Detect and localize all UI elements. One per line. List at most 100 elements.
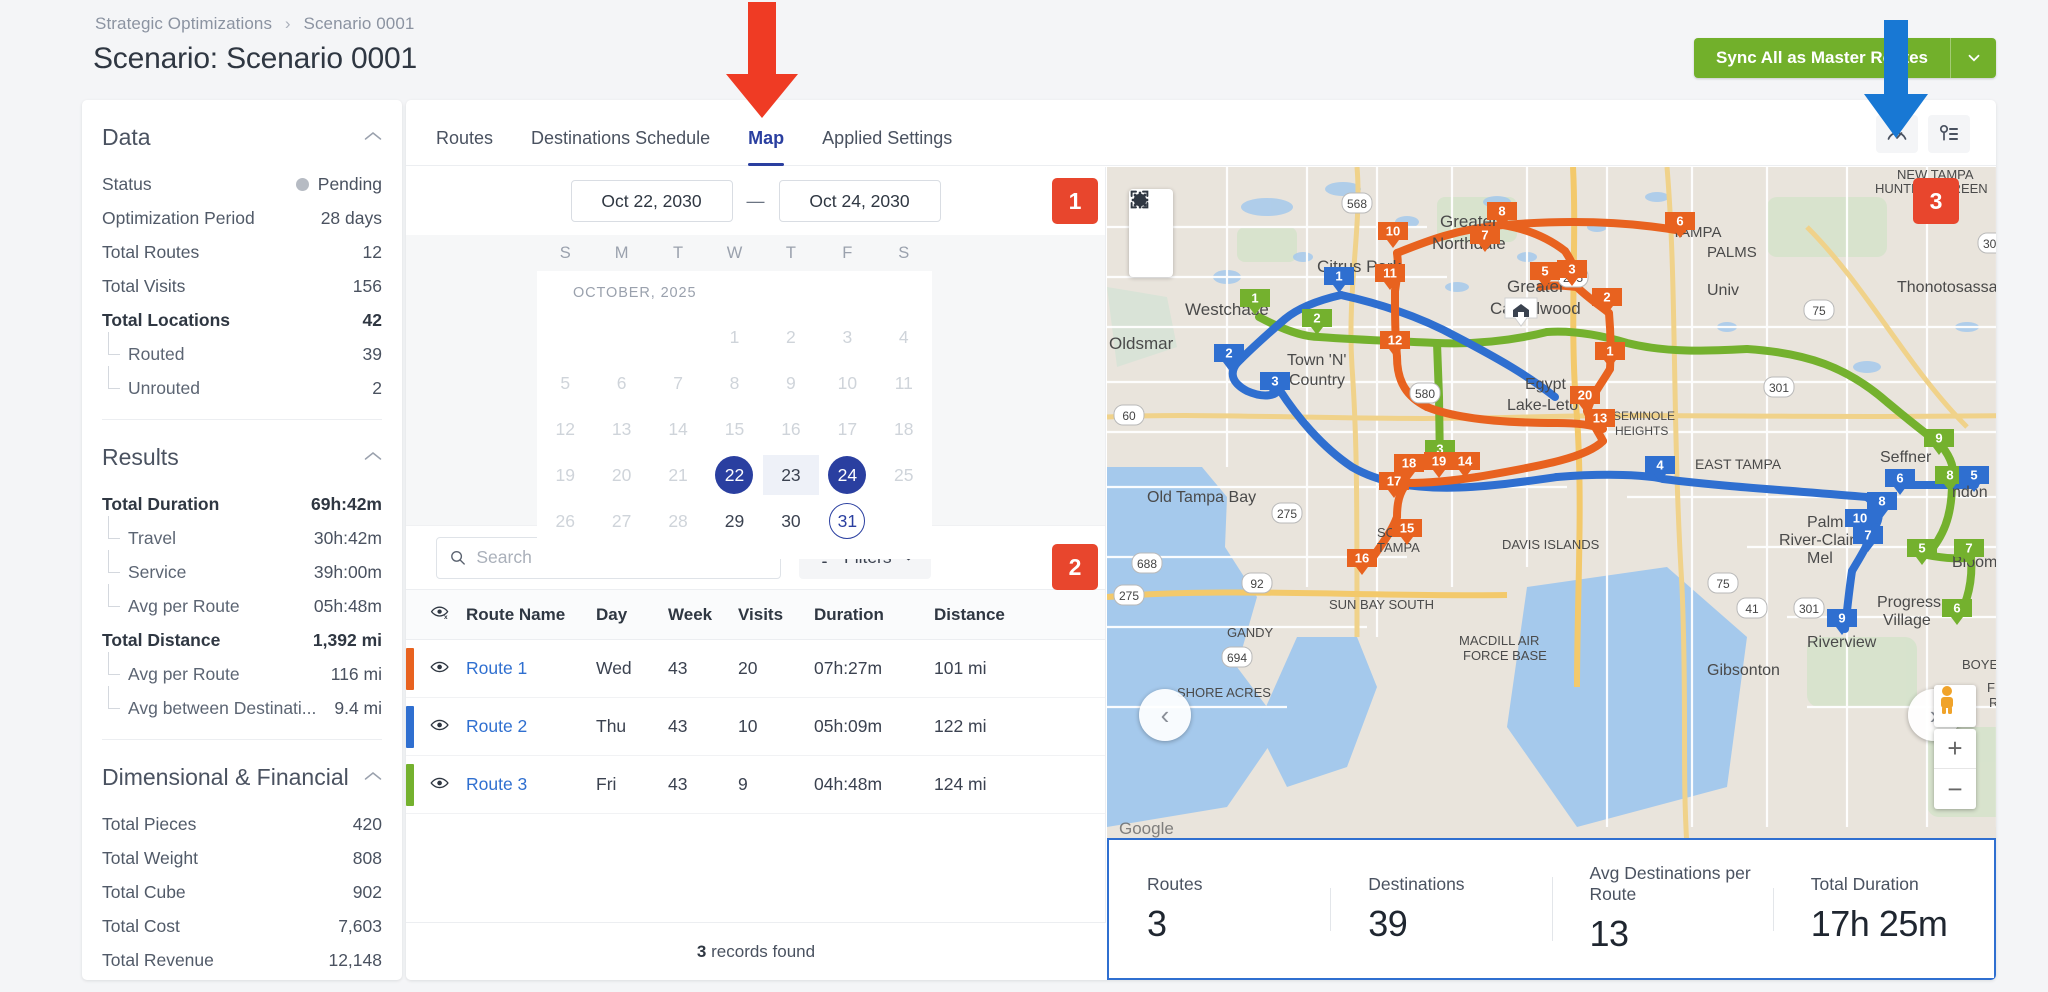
fullscreen-icon[interactable] — [1129, 189, 1173, 233]
calendar-day[interactable]: 30 — [763, 501, 819, 541]
calendar-day[interactable]: 19 — [537, 455, 593, 495]
gear-icon[interactable] — [1129, 191, 1173, 277]
col-route-name[interactable]: Route Name — [466, 589, 596, 640]
breadcrumb-current[interactable]: Scenario 0001 — [303, 14, 415, 33]
calendar-day[interactable]: 5 — [537, 363, 593, 403]
map-stop-marker[interactable]: 6 — [1663, 210, 1697, 240]
calendar-day[interactable]: 29 — [706, 501, 762, 541]
calendar-day[interactable]: 26 — [537, 501, 593, 541]
end-date-input[interactable]: Oct 24, 2030 — [778, 180, 941, 222]
chevron-up-icon[interactable] — [364, 450, 382, 465]
map-stop-marker[interactable]: 7 — [1952, 537, 1986, 567]
street-view-pegman-icon[interactable] — [1934, 685, 1976, 727]
tab-applied-settings[interactable]: Applied Settings — [822, 128, 953, 148]
route-name-cell[interactable]: Route 1 — [466, 639, 596, 698]
dimensional-financial-panel-header[interactable]: Dimensional & Financial — [102, 740, 382, 807]
map-stop-marker[interactable]: 19 — [1422, 450, 1456, 480]
route-visibility-toggle[interactable] — [414, 697, 466, 756]
map-prev-button[interactable]: ‹ — [1139, 689, 1191, 741]
map-stop-marker[interactable]: 1 — [1322, 265, 1356, 295]
map-stop-marker[interactable]: 5 — [1905, 537, 1939, 567]
calendar-day[interactable]: 17 — [819, 409, 875, 449]
route-name-link[interactable]: Route 3 — [466, 774, 528, 794]
map-stop-marker[interactable]: 4 — [1643, 454, 1677, 484]
results-panel-header[interactable]: Results — [102, 420, 382, 487]
sync-dropdown-toggle[interactable] — [1950, 38, 1996, 78]
chevron-up-icon[interactable] — [364, 130, 382, 145]
col-day[interactable]: Day — [596, 589, 668, 640]
map-stop-marker[interactable]: 5 — [1957, 464, 1991, 494]
map-stop-marker[interactable]: 10 — [1376, 220, 1410, 250]
map-stop-marker[interactable]: 10 — [1843, 507, 1877, 537]
calendar-day[interactable]: 7 — [650, 363, 706, 403]
table-row[interactable]: Route 2 Thu 43 10 05h:09m 122 mi — [406, 697, 1105, 756]
tab-map[interactable]: Map — [748, 128, 785, 166]
breadcrumb-root[interactable]: Strategic Optimizations — [95, 14, 273, 33]
map-stop-marker[interactable]: 9 — [1825, 607, 1859, 637]
chevron-up-icon[interactable] — [364, 770, 382, 785]
calendar-day[interactable]: 9 — [763, 363, 819, 403]
map-stop-marker[interactable]: 7 — [1851, 524, 1885, 554]
col-distance[interactable]: Distance — [934, 589, 1105, 640]
route-visibility-toggle[interactable] — [414, 639, 466, 698]
calendar-day[interactable]: 11 — [876, 363, 932, 403]
calendar-day[interactable]: 25 — [876, 455, 932, 495]
calendar-day[interactable]: 15 — [706, 409, 762, 449]
map-canvas[interactable]: Citrus ParkGreaterNorthdaleGreaterCarrol… — [1107, 167, 1996, 847]
calendar-day[interactable]: 3 — [819, 317, 875, 357]
start-date-input[interactable]: Oct 22, 2030 — [570, 180, 733, 222]
route-name-cell[interactable]: Route 2 — [466, 697, 596, 756]
calendar-day[interactable]: 18 — [876, 409, 932, 449]
map-stop-marker[interactable]: 17 — [1377, 470, 1411, 500]
col-week[interactable]: Week — [668, 589, 738, 640]
route-visibility-toggle[interactable] — [414, 755, 466, 814]
col-duration[interactable]: Duration — [814, 589, 934, 640]
calendar-day[interactable]: 24 — [819, 455, 875, 495]
calendar-day[interactable]: 20 — [593, 455, 649, 495]
map-stop-marker[interactable]: 9 — [1922, 427, 1956, 457]
map-stop-marker[interactable]: 8 — [1485, 200, 1519, 230]
map-stop-marker[interactable]: 2 — [1212, 342, 1246, 372]
zoom-out-icon[interactable]: − — [1947, 773, 1963, 804]
map-stop-marker[interactable]: 6 — [1883, 467, 1917, 497]
calendar-day[interactable]: 21 — [650, 455, 706, 495]
calendar-day[interactable]: 27 — [593, 501, 649, 541]
map-stop-marker[interactable]: 15 — [1390, 517, 1424, 547]
visibility-toggle-all-header[interactable]: x — [414, 589, 466, 640]
map-stop-marker[interactable]: 3 — [1555, 258, 1589, 288]
calendar-day[interactable]: 12 — [537, 409, 593, 449]
data-panel-header[interactable]: Data — [102, 100, 382, 167]
calendar-day[interactable]: 2 — [763, 317, 819, 357]
sync-button-group[interactable]: Sync All as Master Routes — [1694, 38, 1996, 78]
calendar-day[interactable]: 14 — [650, 409, 706, 449]
map-depot-home-marker[interactable] — [1503, 296, 1539, 328]
calendar-day[interactable]: 1 — [706, 317, 762, 357]
calendar-day[interactable]: 10 — [819, 363, 875, 403]
map-stop-marker[interactable]: 5 — [1528, 260, 1562, 290]
map-stop-marker[interactable]: 7 — [1468, 224, 1502, 254]
calendar-day[interactable]: 22 — [706, 455, 762, 495]
calendar-day[interactable]: 31 — [819, 501, 875, 541]
route-name-link[interactable]: Route 1 — [466, 658, 528, 678]
calendar-day[interactable]: 4 — [876, 317, 932, 357]
map-stop-marker[interactable]: 11 — [1373, 262, 1407, 292]
map-stop-marker[interactable]: 1 — [1593, 340, 1627, 370]
map-stop-marker[interactable]: 20 — [1568, 384, 1602, 414]
map-stop-marker[interactable]: 2 — [1590, 286, 1624, 316]
route-list-icon[interactable] — [1928, 115, 1970, 153]
table-row[interactable]: Route 3 Fri 43 9 04h:48m 124 mi — [406, 755, 1105, 814]
map-stop-marker[interactable]: 2 — [1300, 307, 1334, 337]
route-name-link[interactable]: Route 2 — [466, 716, 528, 736]
col-visits[interactable]: Visits — [738, 589, 814, 640]
calendar-day[interactable]: 13 — [593, 409, 649, 449]
map-stop-marker[interactable]: 8 — [1865, 490, 1899, 520]
map-stop-marker[interactable]: 6 — [1940, 597, 1974, 627]
zoom-in-icon[interactable]: + — [1934, 729, 1976, 769]
calendar-day[interactable]: 8 — [706, 363, 762, 403]
map-stop-marker[interactable]: 18 — [1392, 452, 1426, 482]
map-stop-marker[interactable]: 1 — [1238, 287, 1272, 317]
tab-destinations-schedule[interactable]: Destinations Schedule — [531, 128, 711, 148]
calendar-day[interactable]: 16 — [763, 409, 819, 449]
map-stop-marker[interactable]: 14 — [1448, 450, 1482, 480]
calendar-day[interactable]: 6 — [593, 363, 649, 403]
